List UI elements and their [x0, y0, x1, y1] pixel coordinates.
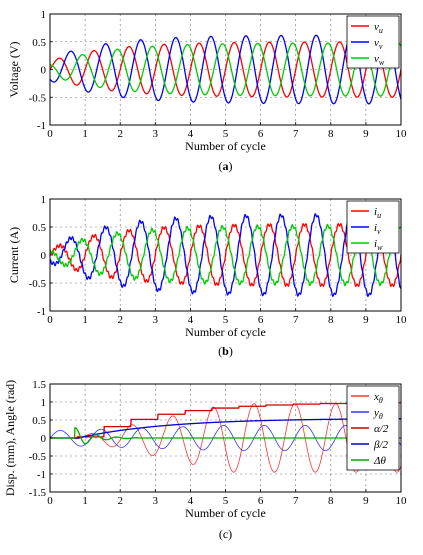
x-tick-label: 3 [153, 314, 159, 326]
x-tick-label: 4 [188, 495, 194, 507]
series-group [50, 34, 401, 105]
legend-entry: β/2 [373, 439, 389, 451]
legend-entry: iw [374, 238, 383, 252]
series-line-3 [50, 401, 401, 439]
x-axis-label: Number of cycle [185, 139, 266, 153]
y-tick-label: 1 [41, 194, 47, 206]
y-tick-label: -1 [37, 469, 46, 481]
y-tick-label: 0.5 [32, 222, 46, 234]
x-tick-label: 0 [47, 128, 53, 140]
y-tick-label: 0 [41, 65, 47, 77]
x-tick-label: 10 [396, 314, 408, 326]
x-axis-label: Number of cycle [185, 325, 266, 339]
series-group [50, 212, 401, 298]
y-tick-label: -1.5 [29, 487, 47, 499]
series-line-3 [50, 42, 401, 97]
y-tick-label: -1 [37, 306, 46, 318]
y-axis-label: Disp. (mm), Angle (rad) [3, 380, 17, 496]
legend-entry: Δθ [373, 455, 386, 467]
series-line-4 [50, 418, 401, 439]
series-line-5 [50, 427, 401, 445]
y-tick-label: 0.5 [32, 37, 46, 49]
x-tick-label: 6 [258, 314, 264, 326]
x-tick-label: 5 [223, 495, 229, 507]
y-tick-label: 0.5 [32, 415, 46, 427]
series-line-1 [50, 222, 401, 288]
x-tick-label: 2 [117, 314, 123, 326]
x-tick-label: 1 [82, 495, 88, 507]
series-group [50, 401, 401, 473]
x-tick-label: 5 [223, 128, 229, 140]
y-tick-label: -1 [37, 120, 46, 132]
y-tick-label: 0 [41, 433, 47, 445]
x-tick-label: 3 [153, 495, 159, 507]
legend-entry: vv [374, 37, 383, 51]
x-tick-label: 1 [82, 314, 88, 326]
x-axis-label: Number of cycle [185, 506, 266, 520]
x-tick-label: 10 [396, 495, 408, 507]
chart-panel-2: 0 1 2 3 4 5 6 7 8 9 10 1 0.5 0 -0.5 -1 Number of cycle Cu… [7, 194, 407, 358]
x-tick-label: 7 [293, 128, 299, 140]
x-tick-label: 1 [82, 128, 88, 140]
chart-panel-1: 0 1 2 3 4 5 6 7 8 9 10 1 0.5 0 -0.5 -1 Number of cycle Vo… [7, 9, 407, 173]
panel-caption: (c) [219, 527, 232, 541]
x-tick-label: 8 [328, 495, 334, 507]
x-tick-label: 6 [258, 495, 264, 507]
series-line-1 [50, 41, 401, 98]
x-tick-label: 9 [363, 495, 369, 507]
x-tick-label: 6 [258, 128, 264, 140]
legend-entry: α/2 [374, 423, 389, 435]
x-tick-label: 7 [293, 495, 299, 507]
x-tick-label: 10 [396, 128, 408, 140]
series-line-2 [50, 424, 401, 452]
series-line-2 [50, 34, 401, 105]
series-line-1 [50, 403, 401, 473]
y-tick-label: -0.5 [29, 451, 47, 463]
series-line-3 [50, 223, 401, 287]
legend-entry: iu [374, 206, 381, 220]
y-tick-label: 1 [41, 9, 47, 21]
legend-entry: xθ [373, 391, 383, 405]
x-tick-label: 4 [188, 128, 194, 140]
legend-entry: vu [374, 21, 383, 35]
x-tick-label: 2 [117, 495, 123, 507]
y-tick-label: 1 [41, 397, 47, 409]
y-tick-label: -0.5 [29, 92, 47, 104]
legend-entry: vw [374, 53, 385, 67]
panel-caption: (a) [219, 159, 233, 173]
chart-panel-3: 0 1 2 3 4 5 6 7 8 9 10 1.5 1 0.5 0 -0.5 -1 -1.5 Number of … [3, 379, 407, 541]
y-tick-label: 0 [41, 250, 47, 262]
y-axis-label: Current (A) [7, 227, 21, 283]
legend: xθ yθ α/2 β/2 Δθ [346, 385, 400, 471]
x-tick-label: 7 [293, 314, 299, 326]
series-line-2 [50, 212, 401, 298]
x-tick-label: 4 [188, 314, 194, 326]
legend: vu vv vw [346, 15, 400, 69]
legend: iu iv iw [346, 200, 400, 254]
y-tick-label: -0.5 [29, 278, 47, 290]
legend-box [346, 385, 400, 471]
x-tick-label: 0 [47, 314, 53, 326]
y-tick-label: 1.5 [32, 379, 46, 391]
x-tick-label: 9 [363, 128, 369, 140]
x-tick-label: 3 [153, 128, 159, 140]
x-tick-label: 8 [328, 314, 334, 326]
x-tick-label: 5 [223, 314, 229, 326]
x-tick-label: 2 [117, 128, 123, 140]
x-tick-label: 8 [328, 128, 334, 140]
x-tick-label: 9 [363, 314, 369, 326]
panel-caption: (b) [218, 344, 233, 358]
x-tick-label: 0 [47, 495, 53, 507]
legend-entry: yθ [373, 407, 383, 421]
legend-entry: iv [374, 222, 381, 236]
y-axis-label: Voltage (V) [7, 41, 21, 97]
